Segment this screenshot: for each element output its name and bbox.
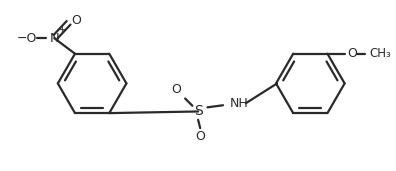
- Text: S: S: [194, 104, 202, 119]
- Text: O: O: [195, 130, 205, 143]
- Text: O: O: [347, 47, 357, 60]
- Text: CH₃: CH₃: [369, 47, 391, 60]
- Text: +: +: [58, 25, 67, 35]
- Text: −O: −O: [17, 32, 37, 45]
- Text: N: N: [50, 32, 59, 45]
- Text: NH: NH: [229, 97, 248, 110]
- Text: O: O: [71, 14, 81, 27]
- Text: O: O: [171, 83, 181, 96]
